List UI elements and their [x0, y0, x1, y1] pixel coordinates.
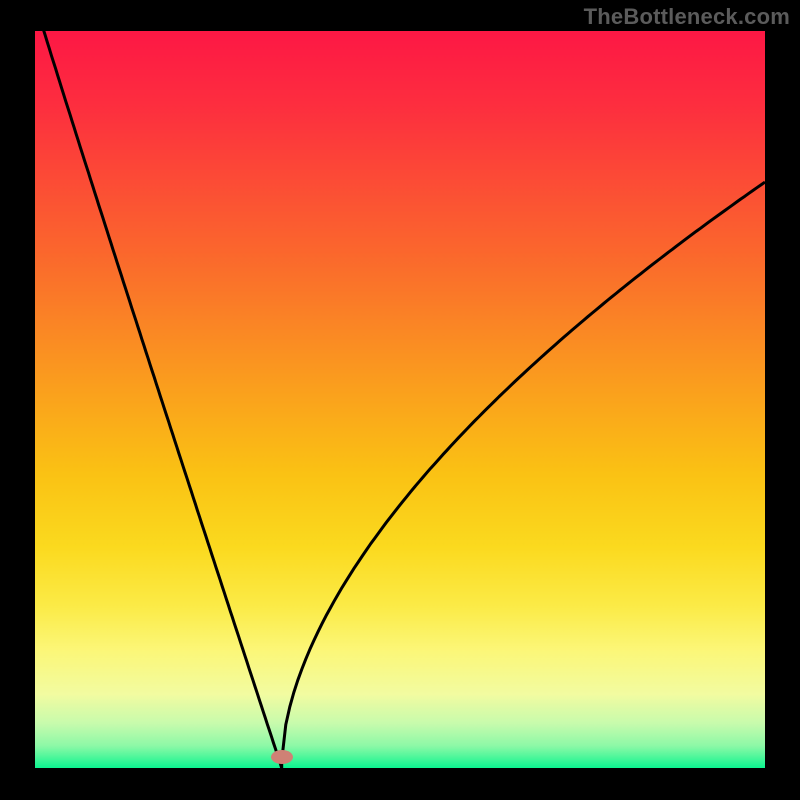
minimum-marker	[271, 750, 293, 764]
watermark-text: TheBottleneck.com	[584, 4, 790, 30]
chart-frame: TheBottleneck.com	[0, 0, 800, 800]
bottleneck-curve	[35, 31, 765, 768]
